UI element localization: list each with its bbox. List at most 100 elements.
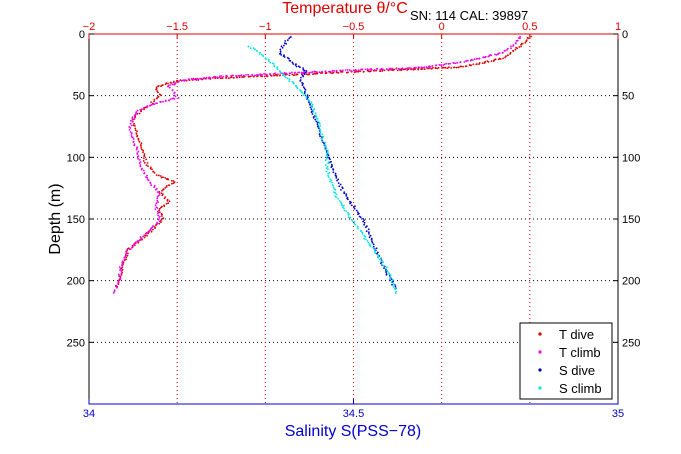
data-point: [143, 153, 146, 155]
data-point: [363, 219, 366, 222]
data-point: [361, 231, 364, 234]
data-point: [254, 48, 256, 51]
data-point: [478, 63, 480, 65]
data-point: [251, 74, 254, 77]
data-point: [487, 55, 490, 58]
y-tick-label: 100: [67, 152, 85, 164]
data-point: [519, 37, 521, 40]
data-point: [177, 97, 180, 99]
data-point: [256, 50, 258, 52]
data-point: [326, 165, 329, 168]
data-point: [466, 59, 469, 62]
data-point: [119, 269, 121, 271]
data-point: [514, 48, 517, 51]
data-point: [357, 227, 359, 230]
data-point: [214, 76, 217, 79]
data-point: [340, 189, 342, 191]
data-point: [435, 64, 438, 67]
data-point: [130, 132, 133, 135]
data-point: [300, 76, 302, 79]
data-point: [440, 64, 442, 66]
data-point: [133, 144, 136, 147]
data-point: [369, 245, 372, 248]
data-point: [366, 225, 368, 228]
data-point: [373, 69, 376, 71]
data-point: [225, 74, 228, 77]
data-point: [159, 101, 162, 103]
data-point: [157, 201, 160, 204]
data-point: [378, 258, 381, 261]
data-point: [327, 162, 329, 165]
data-point: [329, 178, 332, 181]
data-point: [329, 180, 331, 183]
data-point: [162, 100, 164, 103]
data-point: [501, 51, 504, 54]
data-point: [357, 213, 359, 216]
data-point: [143, 161, 146, 164]
data-point: [448, 66, 450, 69]
data-point: [359, 216, 362, 219]
data-point: [295, 65, 298, 68]
data-point: [311, 71, 314, 73]
data-point: [199, 77, 201, 80]
data-point: [172, 182, 175, 185]
data-point: [158, 194, 161, 196]
data-point: [519, 35, 521, 38]
data-point: [247, 45, 250, 48]
data-point: [367, 241, 370, 244]
data-point: [160, 94, 162, 96]
y-tick-label: 50: [73, 91, 85, 103]
series-t-climb: [112, 35, 521, 294]
data-point: [183, 80, 186, 82]
data-point: [454, 62, 457, 65]
data-point: [310, 106, 313, 109]
data-point: [518, 46, 521, 48]
data-point: [137, 139, 140, 141]
data-point: [130, 119, 132, 122]
data-point: [382, 261, 384, 264]
data-point: [155, 174, 158, 177]
data-point: [343, 207, 345, 210]
data-point: [373, 249, 376, 252]
data-point: [141, 238, 143, 241]
data-point: [269, 73, 271, 75]
data-point: [303, 69, 306, 72]
data-point: [327, 70, 330, 73]
data-point: [273, 74, 275, 77]
data-point: [331, 181, 333, 184]
data-point: [249, 47, 252, 50]
data-point: [253, 75, 255, 78]
data-point: [385, 271, 387, 273]
data-point: [310, 71, 312, 74]
data-point: [397, 67, 400, 70]
data-point: [356, 226, 359, 228]
data-point: [150, 230, 153, 233]
data-point: [171, 89, 174, 92]
data-point: [309, 106, 312, 109]
data-point: [304, 93, 307, 96]
data-point: [260, 53, 263, 56]
legend-items: T dive T climb S dive S climb: [538, 327, 602, 396]
data-point: [314, 72, 317, 75]
data-point: [316, 121, 319, 124]
data-point: [158, 217, 161, 219]
data-point: [264, 73, 267, 76]
data-point: [329, 158, 331, 161]
data-point: [165, 202, 168, 205]
data-point: [377, 254, 379, 256]
data-point: [344, 69, 347, 71]
data-point: [325, 167, 328, 170]
data-point: [404, 67, 407, 70]
data-point: [512, 50, 515, 53]
instrument-annotation: SN: 114 CAL: 39897: [410, 8, 528, 23]
data-point: [171, 182, 173, 185]
data-point: [142, 149, 145, 152]
data-point: [283, 44, 285, 47]
data-point: [164, 100, 167, 102]
data-point: [380, 67, 383, 70]
data-point: [166, 199, 169, 202]
data-point: [327, 172, 330, 175]
data-point: [267, 59, 270, 61]
data-point: [459, 65, 462, 68]
